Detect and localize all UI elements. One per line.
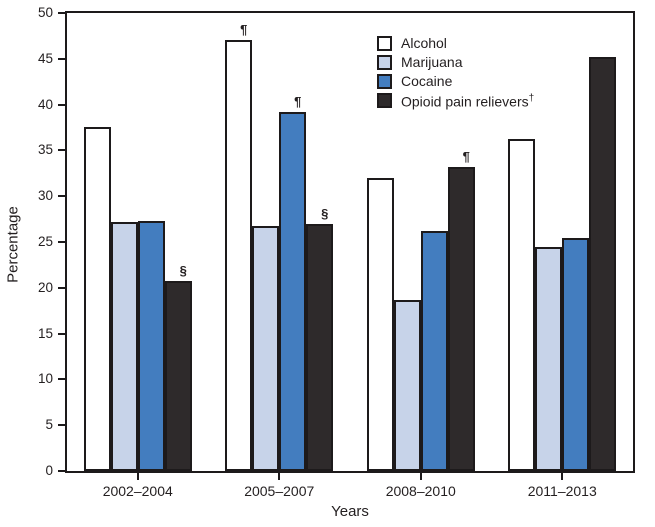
legend-item-cocaine: Cocaine — [377, 74, 534, 89]
bar-alcohol-2002-2004 — [83, 126, 111, 471]
y-tick-label: 15 — [37, 325, 53, 341]
bar-cocaine-2002-2004 — [137, 220, 165, 471]
legend-swatch-alcohol — [377, 36, 392, 51]
x-tick-mark — [136, 473, 139, 480]
x-category-label: 2011–2013 — [527, 483, 597, 499]
y-tick-mark — [58, 286, 65, 289]
y-axis-title: Percentage — [4, 206, 22, 283]
y-tick-mark — [58, 12, 65, 14]
legend-swatch-cocaine — [377, 74, 392, 89]
legend-label: Opioid pain relievers† — [401, 93, 535, 110]
bar-marijuana-2008-2010 — [393, 299, 421, 471]
bar-marijuana-2002-2004 — [110, 221, 138, 471]
footnote-symbol: ¶ — [240, 21, 248, 37]
bar-cocaine-2005-2007 — [279, 111, 307, 471]
x-tick-mark — [419, 473, 422, 480]
legend-item-marijuana: Marijuana — [377, 55, 534, 70]
legend-label: Cocaine — [401, 73, 453, 89]
legend-item-alcohol: Alcohol — [377, 36, 534, 51]
y-tick-mark — [58, 332, 65, 335]
legend-label: Alcohol — [401, 35, 447, 51]
y-tick-label: 20 — [37, 279, 53, 295]
bar-marijuana-2011-2013 — [535, 246, 563, 471]
y-tick-label: 40 — [37, 96, 53, 112]
bar-cocaine-2011-2013 — [562, 238, 590, 471]
legend-item-opioid-pain-relievers: Opioid pain relievers† — [377, 93, 535, 110]
bar-marijuana-2005-2007 — [252, 226, 280, 471]
footnote-symbol: ¶ — [294, 93, 302, 109]
legend-label-dagger: † — [528, 93, 535, 105]
legend-swatch-marijuana — [377, 55, 392, 70]
bar-alcohol-2008-2010 — [366, 177, 394, 471]
x-tick-mark — [278, 473, 281, 480]
x-tick-mark — [561, 473, 564, 480]
y-tick-mark — [58, 57, 65, 60]
x-category-label: 2005–2007 — [244, 483, 315, 499]
bar-opioid-pain-relievers-2002-2004 — [164, 281, 192, 471]
y-tick-label: 5 — [45, 417, 53, 433]
legend-label: Marijuana — [401, 54, 463, 70]
x-axis-title: Years — [331, 503, 369, 520]
y-tick-label: 10 — [37, 371, 53, 387]
bar-alcohol-2011-2013 — [508, 139, 536, 471]
y-tick-label: 50 — [37, 5, 53, 20]
y-tick-label: 35 — [37, 142, 53, 158]
footnote-symbol: § — [321, 205, 329, 221]
y-tick-label: 30 — [37, 188, 53, 204]
bar-opioid-pain-relievers-2005-2007 — [306, 223, 334, 471]
y-tick-label: 25 — [37, 234, 53, 249]
bar-opioid-pain-relievers-2011-2013 — [589, 56, 617, 471]
y-tick-mark — [58, 378, 65, 381]
bar-opioid-pain-relievers-2008-2010 — [447, 166, 475, 471]
y-tick-label: 0 — [45, 463, 53, 478]
y-tick-mark — [58, 241, 65, 243]
y-tick-mark — [58, 103, 65, 106]
bar-alcohol-2005-2007 — [225, 39, 253, 471]
y-tick-mark — [58, 470, 65, 472]
bar-cocaine-2008-2010 — [420, 231, 448, 471]
y-tick-mark — [58, 149, 65, 152]
legend-swatch-opioid-pain-relievers — [377, 93, 392, 108]
footnote-symbol: § — [179, 263, 187, 279]
y-tick-label: 45 — [37, 50, 53, 66]
legend: Alcohol Marijuana Cocaine Opioid pain relie… — [377, 36, 534, 112]
y-tick-mark — [58, 424, 65, 427]
x-category-label: 2002–2004 — [102, 483, 173, 499]
x-category-label: 2008–2010 — [385, 483, 456, 499]
plot-area: 0 5 10 15 20 25 30 35 40 45 50 § ¶ ¶ § ¶ 2002–2004 2005… — [38, 5, 635, 499]
footnote-symbol: ¶ — [462, 148, 470, 164]
y-tick-mark — [58, 195, 65, 198]
